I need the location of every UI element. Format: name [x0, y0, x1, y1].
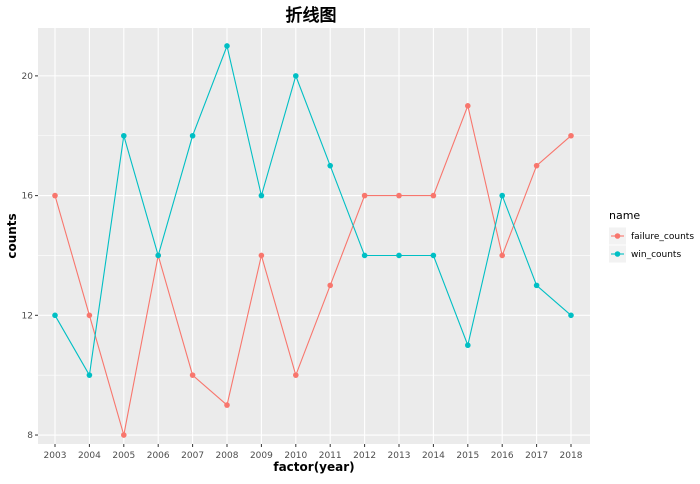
legend-point-win_counts — [614, 251, 621, 257]
y-tick-label: 20 — [22, 72, 34, 82]
data-point-failure_counts — [327, 282, 334, 289]
data-point-win_counts — [465, 342, 471, 349]
data-point-failure_counts — [568, 132, 574, 139]
legend-title: name — [609, 209, 640, 222]
legend: name failure_counts win_counts — [609, 209, 694, 263]
data-point-failure_counts — [430, 192, 437, 199]
data-point-win_counts — [430, 252, 437, 259]
chart-title: 折线图 — [286, 5, 337, 26]
x-tick-label: 2008 — [216, 451, 239, 461]
y-axis-title: counts — [5, 213, 19, 258]
x-axis-title: factor(year) — [273, 460, 354, 474]
data-point-failure_counts — [189, 372, 196, 378]
data-point-win_counts — [327, 162, 334, 169]
x-axis: 2003 2004 2005 2006 2007 2008 2009 2010 2011 2012… — [44, 444, 583, 461]
x-tick-label: 2005 — [112, 451, 135, 461]
x-tick-label: 2010 — [284, 451, 307, 461]
x-tick-label: 2012 — [353, 451, 376, 461]
x-tick-label: 2003 — [44, 451, 67, 461]
data-point-win_counts — [224, 43, 230, 49]
y-tick-label: 12 — [22, 311, 33, 321]
y-tick-label: 8 — [27, 431, 33, 441]
data-point-failure_counts — [258, 252, 265, 259]
legend-label-win_counts: win_counts — [631, 250, 681, 260]
data-point-failure_counts — [86, 312, 93, 319]
x-tick-label: 2007 — [181, 451, 204, 461]
legend-point-failure_counts — [614, 233, 621, 239]
data-point-failure_counts — [396, 192, 402, 199]
data-point-win_counts — [52, 312, 58, 319]
data-point-failure_counts — [293, 372, 299, 378]
series-line-win_counts — [54, 44, 572, 377]
data-point-win_counts — [533, 282, 540, 289]
data-point-win_counts — [258, 192, 265, 199]
data-point-win_counts — [568, 312, 574, 319]
x-tick-label: 2004 — [78, 451, 101, 461]
legend-label-failure_counts: failure_counts — [631, 232, 694, 242]
x-tick-label: 2009 — [250, 451, 273, 461]
points-layer — [52, 43, 574, 438]
data-point-failure_counts — [52, 192, 58, 199]
y-tick-label: 16 — [22, 192, 34, 202]
data-point-failure_counts — [121, 432, 127, 438]
data-point-win_counts — [293, 73, 299, 79]
data-point-failure_counts — [361, 192, 368, 199]
series-line-failure_counts — [54, 103, 572, 436]
data-point-failure_counts — [499, 252, 506, 259]
data-point-win_counts — [155, 252, 161, 259]
data-point-win_counts — [189, 132, 196, 139]
x-tick-label: 2006 — [147, 451, 170, 461]
data-point-failure_counts — [465, 103, 471, 109]
x-tick-label: 2016 — [491, 451, 514, 461]
data-point-win_counts — [121, 132, 127, 139]
data-point-win_counts — [86, 372, 93, 378]
data-point-win_counts — [396, 252, 402, 259]
y-axis: 8 12 16 20 — [22, 72, 38, 441]
plot-panel — [38, 28, 590, 444]
data-point-failure_counts — [224, 402, 230, 408]
x-tick-label: 2018 — [560, 451, 583, 461]
series-layer — [54, 44, 572, 436]
x-tick-label: 2011 — [319, 451, 342, 461]
x-tick-label: 2013 — [388, 451, 411, 461]
data-point-failure_counts — [533, 162, 540, 169]
data-point-win_counts — [499, 192, 506, 199]
x-tick-label: 2015 — [456, 451, 479, 461]
x-tick-label: 2017 — [525, 451, 548, 461]
x-tick-label: 2014 — [422, 451, 445, 461]
grid-lines — [38, 28, 590, 444]
data-point-win_counts — [361, 252, 368, 259]
